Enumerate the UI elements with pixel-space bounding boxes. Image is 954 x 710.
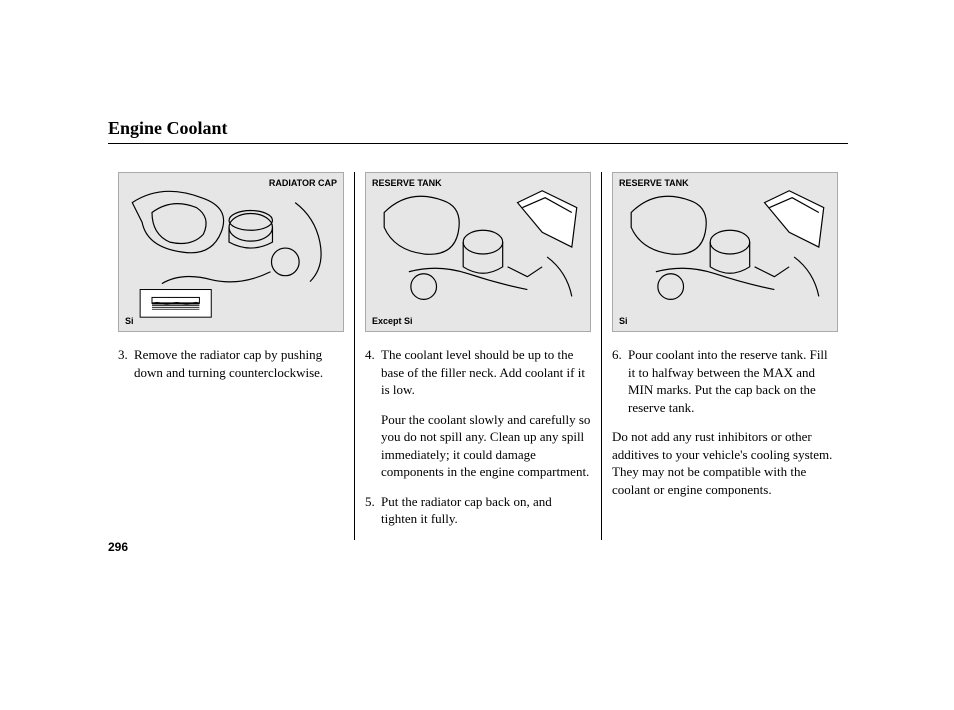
step-3: 3. Remove the radiator cap by pushing do… bbox=[118, 346, 344, 381]
figure-reserve-tank-except-si: RESERVE TANK Except Si bbox=[365, 172, 591, 332]
reserve-tank-si-diagram-icon bbox=[613, 173, 837, 331]
step-number: 4. bbox=[365, 346, 381, 399]
figure-label-top: RADIATOR CAP bbox=[269, 178, 337, 188]
step-6-paragraph: Do not add any rust inhibitors or other … bbox=[612, 428, 838, 498]
reserve-tank-diagram-icon bbox=[366, 173, 590, 331]
columns: RADIATOR CAP Si 3. Remove the radiator c… bbox=[108, 172, 848, 540]
step-number: 5. bbox=[365, 493, 381, 528]
step-number: 3. bbox=[118, 346, 134, 381]
figure-label-bottom: Si bbox=[125, 316, 134, 326]
step-4: 4. The coolant level should be up to the… bbox=[365, 346, 591, 399]
step-text: Remove the radiator cap by pushing down … bbox=[134, 346, 344, 381]
step-text: The coolant level should be up to the ba… bbox=[381, 346, 591, 399]
step-5: 5. Put the radiator cap back on, and tig… bbox=[365, 493, 591, 528]
step-text: Put the radiator cap back on, and tighte… bbox=[381, 493, 591, 528]
column-2: RESERVE TANK Except Si 4. The coolant le… bbox=[354, 172, 601, 540]
manual-page: Engine Coolant bbox=[108, 118, 848, 540]
figure-label-bottom: Si bbox=[619, 316, 628, 326]
column-1: RADIATOR CAP Si 3. Remove the radiator c… bbox=[108, 172, 354, 540]
step-4-paragraph: Pour the coolant slowly and carefully so… bbox=[381, 411, 591, 481]
engine-diagram-icon bbox=[119, 173, 343, 331]
step-6: 6. Pour coolant into the reserve tank. F… bbox=[612, 346, 838, 416]
page-title: Engine Coolant bbox=[108, 118, 848, 144]
figure-label-top: RESERVE TANK bbox=[619, 178, 689, 188]
page-number: 296 bbox=[108, 540, 128, 554]
column-3: RESERVE TANK Si 6. Pour coolant into the… bbox=[601, 172, 848, 540]
step-number: 6. bbox=[612, 346, 628, 416]
figure-label-bottom: Except Si bbox=[372, 316, 413, 326]
figure-label-top: RESERVE TANK bbox=[372, 178, 442, 188]
step-text: Pour coolant into the reserve tank. Fill… bbox=[628, 346, 838, 416]
figure-radiator-cap: RADIATOR CAP Si bbox=[118, 172, 344, 332]
figure-reserve-tank-si: RESERVE TANK Si bbox=[612, 172, 838, 332]
